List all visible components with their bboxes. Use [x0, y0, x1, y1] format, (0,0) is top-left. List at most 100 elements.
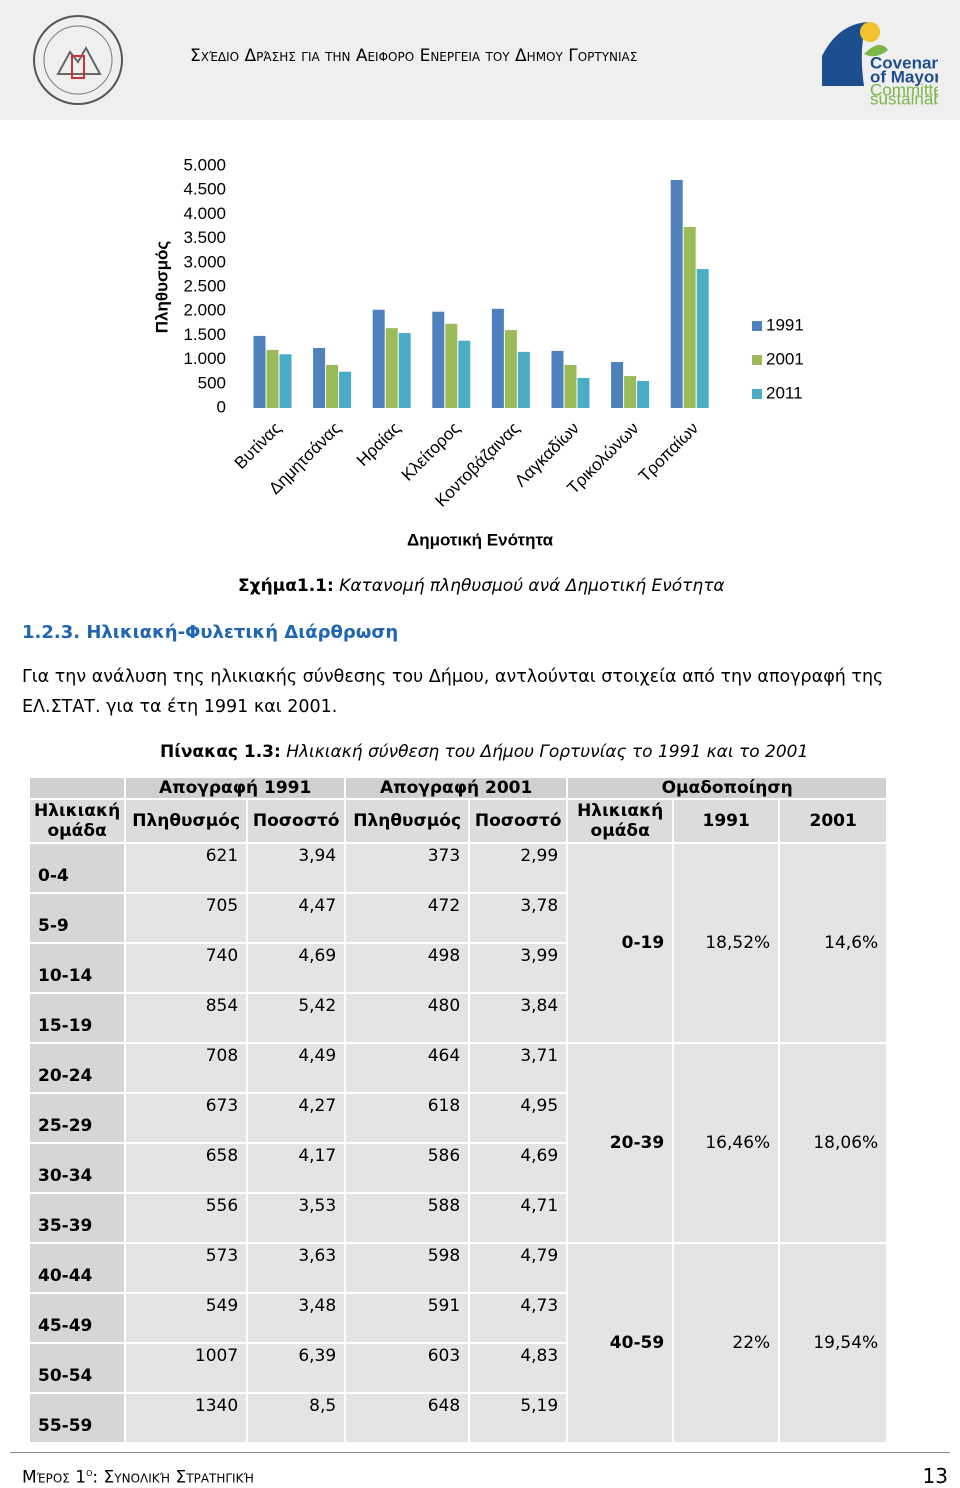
- table-cell: 2001: [778, 798, 889, 844]
- table-cell: 19,54%: [778, 1242, 889, 1444]
- table-cell: 2,99: [468, 842, 569, 894]
- table-row: 25-29 673 4,27 618 4,95: [27, 1092, 887, 1144]
- table-cell: 16,46%: [672, 1042, 781, 1244]
- table-cell: 14,6%: [778, 842, 889, 1044]
- table-cell: 4,69: [246, 942, 347, 994]
- chart: 0 500 1.000 1.500 2.000 2.500 3.000 3.500 4.000 4…: [152, 155, 804, 549]
- table-row: 40-44 573 3,63 598 4,79 40-59 22% 19,54%: [27, 1242, 889, 1444]
- table-cell: 0-19: [566, 842, 675, 1044]
- table-cell: 5-9: [27, 892, 127, 944]
- bar: [577, 377, 590, 408]
- logo-text: of Mayors: [870, 67, 938, 86]
- y-tick-label: 1.500: [183, 325, 226, 344]
- table-cell: 18,52%: [672, 842, 781, 1044]
- caption-text: Ηλικιακή σύνθεση του Δήμου Γορτυνίας το …: [286, 742, 809, 762]
- table-cell: 573: [124, 1242, 249, 1294]
- bar: [696, 269, 709, 408]
- table-cell: 598: [344, 1242, 471, 1294]
- table-cell: 673: [124, 1092, 249, 1144]
- table-cell: 20-39: [566, 1042, 675, 1244]
- table-cell: 4,17: [246, 1142, 347, 1194]
- y-tick-label: 4.000: [183, 204, 226, 223]
- table-cell: 3,99: [468, 942, 569, 994]
- x-tick-label: Βυτίνας: [231, 419, 285, 473]
- table-cell: 648: [344, 1392, 471, 1444]
- table-cell: 3,53: [246, 1192, 347, 1244]
- bar: [385, 328, 398, 408]
- table-cell: 4,49: [246, 1042, 347, 1094]
- table-cell: 6,39: [246, 1342, 347, 1394]
- municipal-logo: [33, 15, 123, 105]
- y-tick-label: 500: [198, 373, 226, 392]
- table-row: Ηλικιακή ομάδα Πληθυσμός Ποσοστό Πληθυσμός Π…: [27, 798, 889, 844]
- table-cell: 854: [124, 992, 249, 1044]
- legend-label: 2011: [766, 383, 803, 402]
- table-cell: 22%: [672, 1242, 781, 1444]
- table-cell: 586: [344, 1142, 471, 1194]
- y-tick-label: 2.000: [183, 301, 226, 320]
- data-table: Απογραφή 1991 Απογραφή 2001 Ομαδοποίηση Ηλι…: [27, 776, 889, 1444]
- table-cell: 740: [124, 942, 249, 994]
- footer-rule: [10, 1452, 950, 1453]
- paragraph: Για την ανάλυση της ηλικιακής σύνθεσης τ…: [22, 667, 884, 717]
- table-cell: Απογραφή 1991: [124, 776, 347, 800]
- bar: [670, 180, 683, 408]
- table-cell: 556: [124, 1192, 249, 1244]
- table-cell: 1340: [124, 1392, 249, 1444]
- table-cell: 3,78: [468, 892, 569, 944]
- table-cell: 20-24: [27, 1042, 127, 1094]
- table-cell: 4,27: [246, 1092, 347, 1144]
- caption-text: Κατανομή πληθυσμού ανά Δημοτική Ενότητα: [339, 576, 725, 596]
- table-row: 55-59 1340 8,5 648 5,19: [27, 1392, 887, 1444]
- footer-title: : Συνολική Στρατηγική: [92, 1467, 254, 1488]
- bar: [266, 349, 279, 408]
- legend-swatch: [752, 321, 762, 331]
- bar: [326, 364, 339, 408]
- logo-text: Covenant: [870, 53, 938, 72]
- table-cell: 588: [344, 1192, 471, 1244]
- legend-label: 2001: [766, 349, 804, 368]
- table-cell: 4,71: [468, 1192, 569, 1244]
- table-cell: 705: [124, 892, 249, 944]
- section-heading: 1.2.3. Ηλικιακή-Φυλετική Διάρθρωση: [22, 622, 399, 643]
- table-row: Απογραφή 1991 Απογραφή 2001 Ομαδοποίηση: [27, 776, 889, 800]
- table-cell: 40-44: [27, 1242, 127, 1294]
- page-number: 13: [922, 1464, 948, 1488]
- bar: [683, 226, 696, 408]
- table-cell: Πληθυσμός: [344, 798, 471, 844]
- y-tick-label: 1.000: [183, 349, 226, 368]
- table-cell: 30-34: [27, 1142, 127, 1194]
- table-cell: Ηλικιακή ομάδα: [27, 798, 127, 844]
- legend-swatch: [752, 355, 762, 365]
- table-cell: 498: [344, 942, 471, 994]
- table-cell: 15-19: [27, 992, 127, 1044]
- bar: [398, 332, 411, 408]
- bar: [504, 330, 517, 408]
- bar: [637, 380, 650, 408]
- table-cell: 3,94: [246, 842, 347, 894]
- table-cell: 3,63: [246, 1242, 347, 1294]
- table-cell: 4,47: [246, 892, 347, 944]
- table-caption: Πίνακας 1.3: Ηλικιακή σύνθεση του Δήμου …: [160, 742, 808, 762]
- bar: [279, 354, 292, 408]
- table-cell: 4,73: [468, 1292, 569, 1344]
- table-cell: 0-4: [27, 842, 127, 894]
- table-cell: 10-14: [27, 942, 127, 994]
- table-cell: 5,19: [468, 1392, 569, 1444]
- table-cell: 3,48: [246, 1292, 347, 1344]
- table-cell: 658: [124, 1142, 249, 1194]
- table-cell: 621: [124, 842, 249, 894]
- table-cell: Πληθυσμός: [124, 798, 249, 844]
- table-cell: Ηλικιακή ομάδα: [566, 798, 675, 844]
- bar: [458, 340, 471, 408]
- header-title: Σχέδιο Δράσης για την Αειφορο Ενεργεια τ…: [190, 46, 638, 66]
- caption-label: Πίνακας 1.3:: [160, 742, 281, 762]
- legend-label: 1991: [766, 315, 804, 334]
- table-cell: 4,69: [468, 1142, 569, 1194]
- table-cell: 25-29: [27, 1092, 127, 1144]
- table-cell: 3,84: [468, 992, 569, 1044]
- table-cell: 603: [344, 1342, 471, 1394]
- table-cell: Ομαδοποίηση: [566, 776, 889, 800]
- table-cell: Ποσοστό: [468, 798, 569, 844]
